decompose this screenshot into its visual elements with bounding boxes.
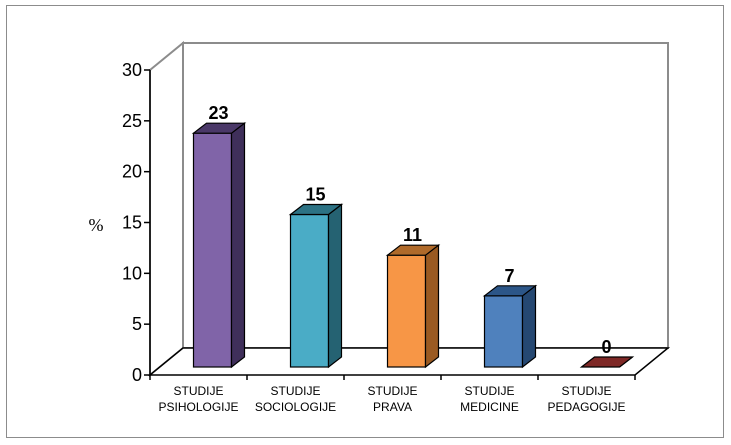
bar-front [483,295,524,368]
data-label: 0 [601,337,611,357]
y-axis-label: % [89,215,104,235]
bar-front [192,132,233,368]
bar-side [327,203,343,369]
side-wall [149,40,184,378]
category-labels: STUDIJE PSIHOLOGIJE STUDIJE SOCIOLOGIJE STUD… [158,384,625,414]
bars [191,121,635,369]
bar [579,356,635,368]
y-tick-label: 30 [122,60,142,80]
bar-top [385,244,441,256]
y-axis: 0 5 10 15 20 25 30 [122,60,636,385]
bar-top [579,356,635,368]
data-labels: 23 15 11 7 0 [208,103,611,357]
bar-front [386,254,427,368]
bar-side [230,121,246,369]
y-tick-label: 0 [132,365,142,385]
y-tick-label: 5 [132,314,142,334]
bar [482,284,538,369]
bar-top [288,203,344,216]
bar-side [424,243,440,369]
bar-top [482,285,538,297]
y-tick-label: 20 [122,162,142,182]
y-tick-label: 10 [122,263,142,283]
bar-front [289,213,330,368]
category-label: STUDIJE PEDAGOGIJE [547,384,625,414]
data-label: 15 [305,185,325,205]
y-tick-label: 15 [122,213,142,233]
category-label: STUDIJE MEDICINE [460,384,519,414]
category-label: STUDIJE PRAVA [367,384,417,414]
y-tick-label: 25 [122,111,142,131]
data-label: 7 [504,266,514,286]
bar-top [191,122,247,134]
category-label: STUDIJE PSIHOLOGIJE [158,384,238,414]
bar [385,243,441,369]
category-label: STUDIJE SOCIOLOGIJE [255,384,336,414]
bar [191,121,247,369]
data-label: 11 [403,225,422,245]
bar-side [521,284,537,369]
data-label: 23 [208,103,228,123]
bar [288,203,344,369]
